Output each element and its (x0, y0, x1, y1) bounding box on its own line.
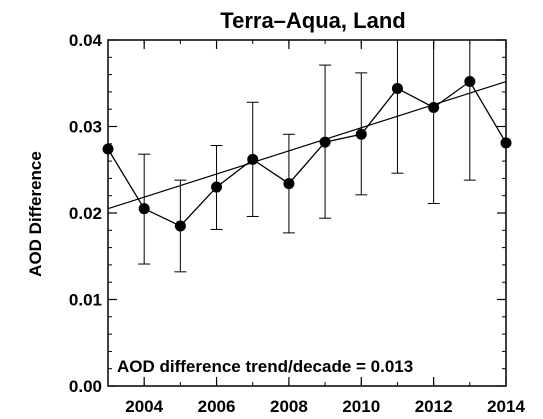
y-tick-label: 0.04 (69, 31, 103, 50)
trend-line (107, 80, 507, 210)
data-point (464, 76, 476, 88)
y-tick-label: 0.01 (69, 291, 102, 310)
x-tick-label: 2004 (125, 397, 163, 416)
x-tick-label: 2012 (415, 397, 453, 416)
data-point (247, 153, 259, 165)
data-point (319, 136, 331, 148)
data-point (211, 181, 223, 193)
data-point (428, 101, 440, 113)
y-tick-label: 0.03 (69, 118, 102, 137)
trend-annotation: AOD difference trend/decade = 0.013 (117, 357, 413, 376)
plot-area: 0.00 0.01 0.02 0.03 0.04 2004 2006 2008 2010 2012… (69, 31, 526, 416)
x-tick-label: 2008 (270, 397, 308, 416)
data-point (391, 82, 403, 94)
x-tick-label: 2010 (342, 397, 380, 416)
data-point (355, 128, 367, 140)
data-point (283, 178, 295, 190)
chart-title: Terra–Aqua, Land (220, 8, 405, 33)
data-point (138, 203, 150, 215)
y-tick-label: 0.00 (69, 377, 102, 396)
y-tick-label: 0.02 (69, 204, 102, 223)
data-point (102, 143, 114, 155)
data-point (500, 137, 512, 149)
x-tick-label: 2006 (198, 397, 236, 416)
data-point (174, 220, 186, 232)
plot-frame (107, 39, 507, 387)
series-line (107, 80, 507, 227)
y-axis-label: AOD Difference (26, 151, 45, 277)
x-tick-label: 2014 (487, 397, 525, 416)
